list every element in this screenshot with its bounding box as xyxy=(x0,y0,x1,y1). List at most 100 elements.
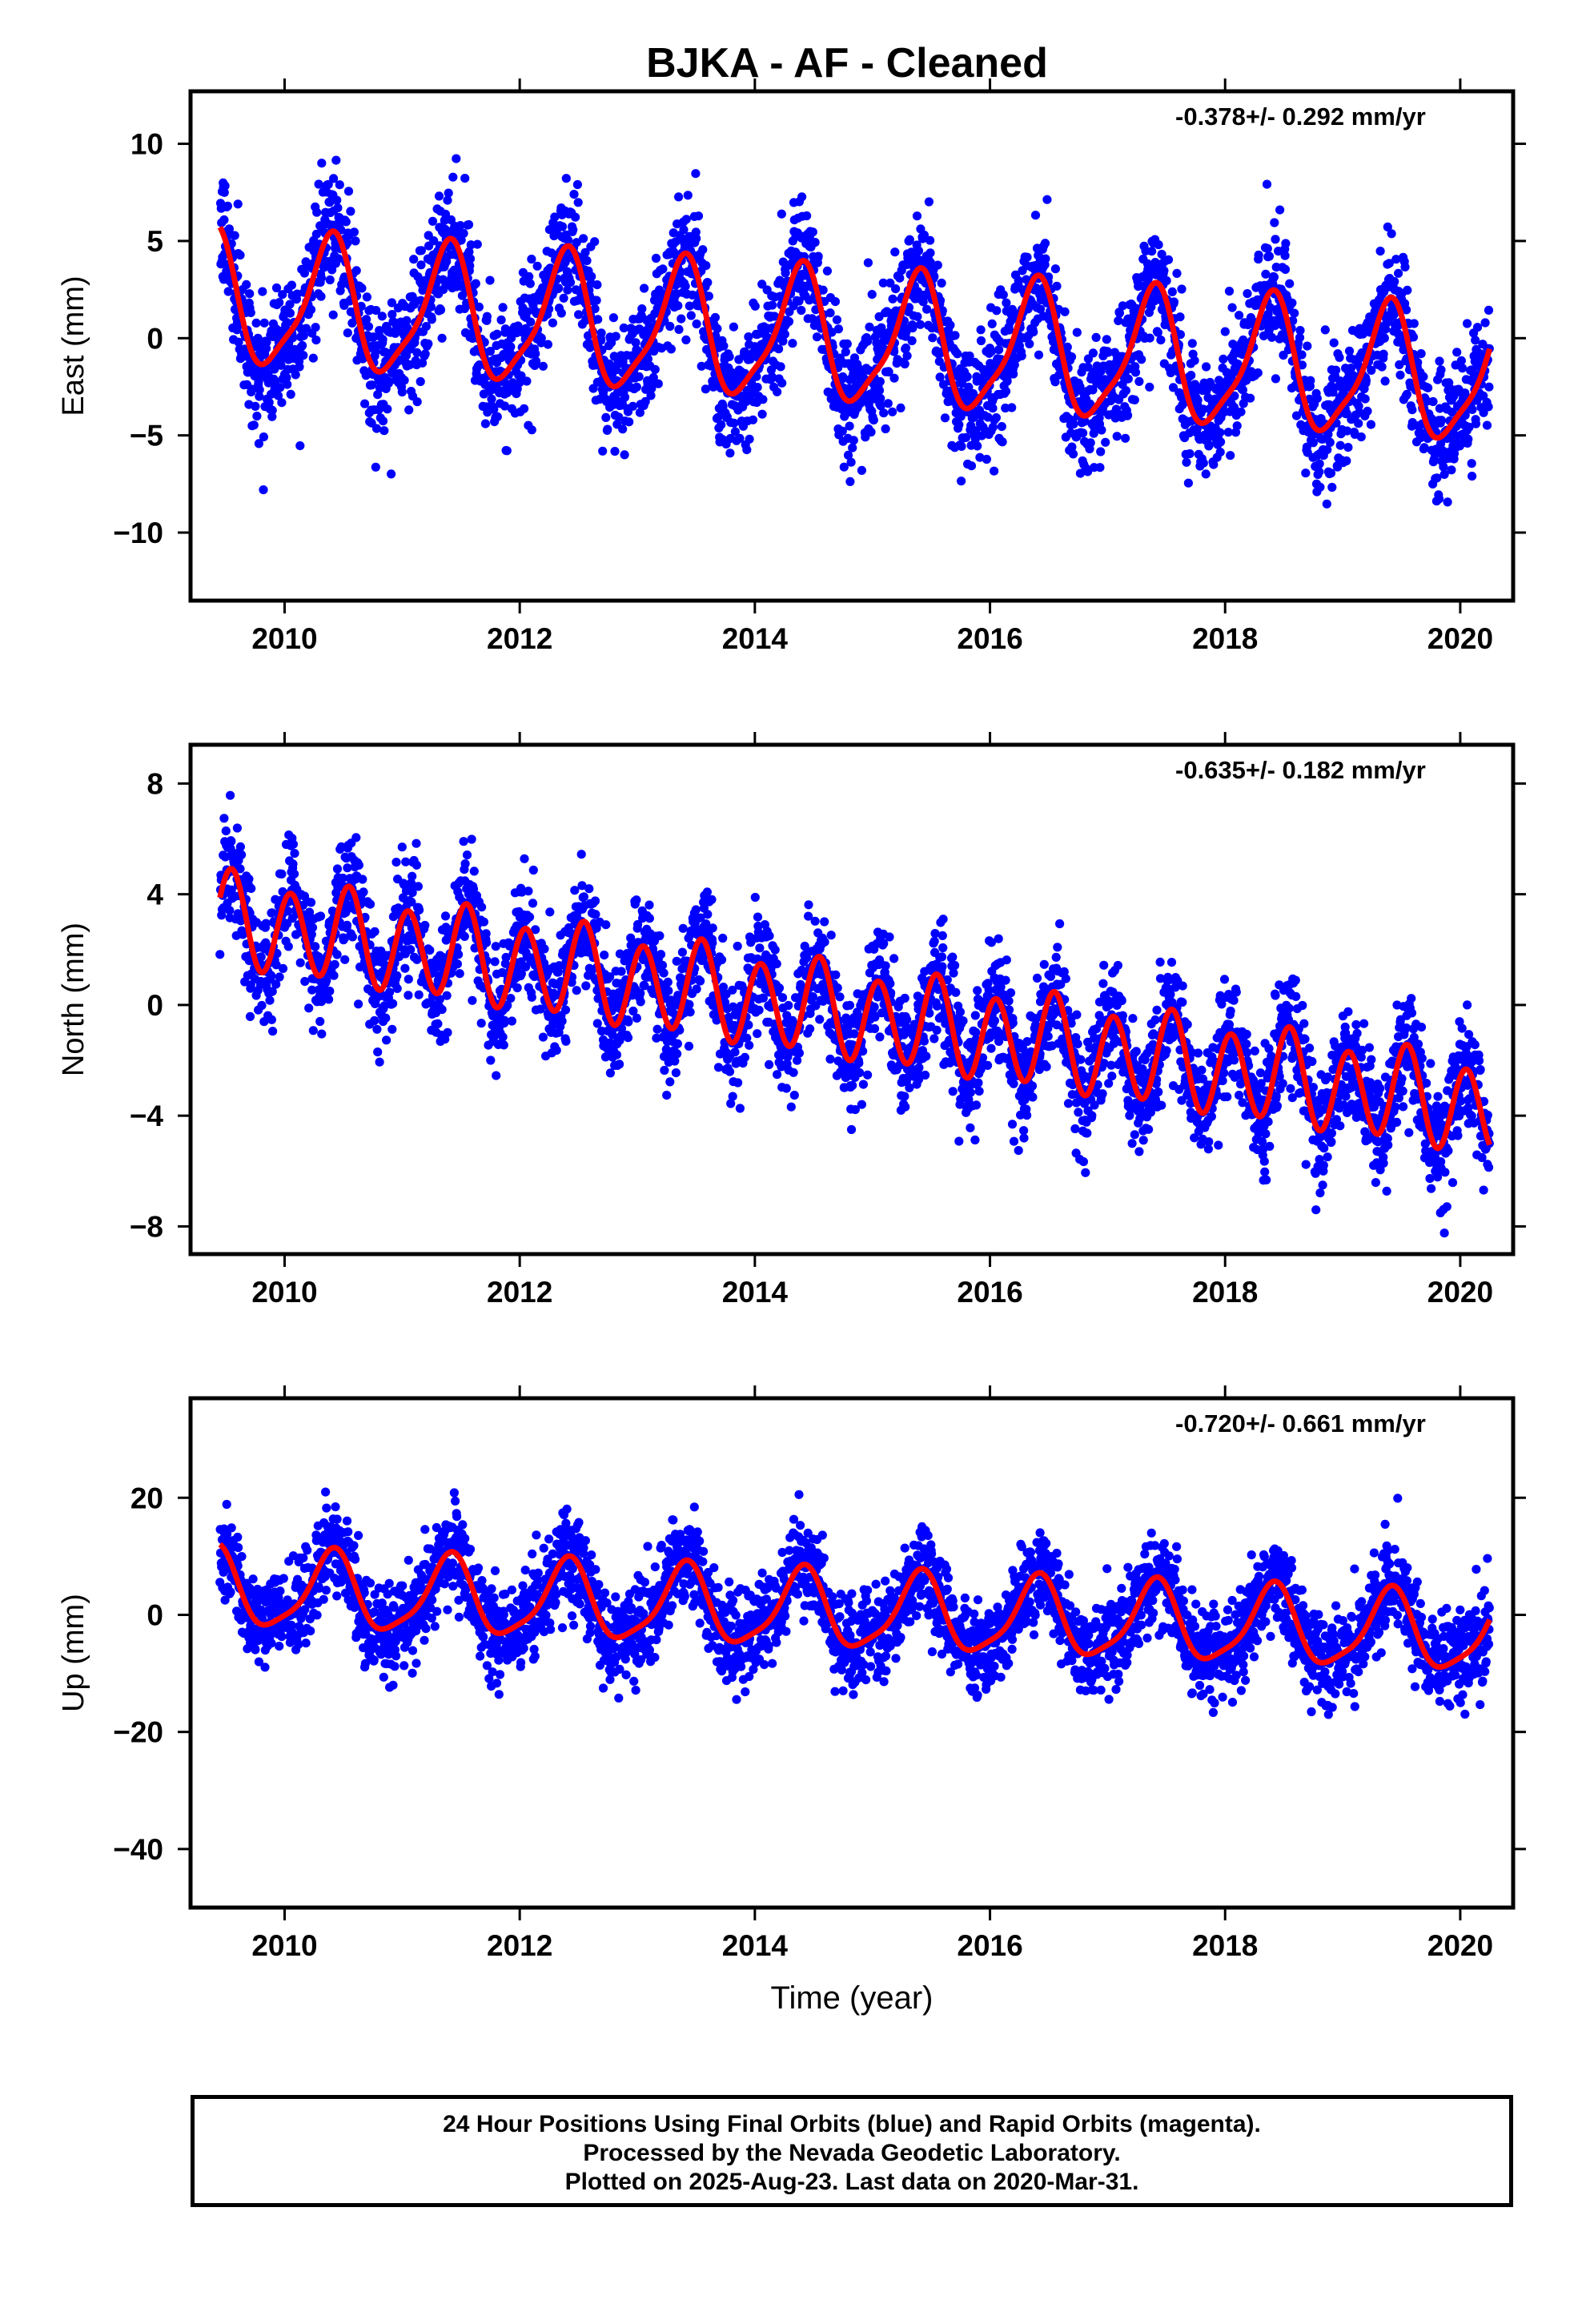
data-point xyxy=(1060,307,1070,316)
data-point xyxy=(387,298,396,308)
data-point xyxy=(1167,287,1177,296)
data-point xyxy=(1464,434,1473,444)
data-point xyxy=(383,404,392,414)
data-point xyxy=(1216,437,1226,447)
data-point xyxy=(267,412,277,421)
data-point xyxy=(1114,308,1124,318)
data-point xyxy=(351,266,361,275)
data-point xyxy=(1327,482,1337,493)
data-point xyxy=(901,343,911,353)
data-point xyxy=(367,380,377,390)
data-point xyxy=(1159,266,1169,275)
data-point xyxy=(278,290,287,300)
data-point xyxy=(1177,284,1186,294)
data-point xyxy=(315,1016,325,1027)
data-point xyxy=(1199,458,1208,468)
data-point xyxy=(777,209,786,219)
data-point xyxy=(1236,407,1246,416)
data-point xyxy=(623,1033,633,1043)
data-point xyxy=(1322,499,1331,509)
data-point xyxy=(565,278,576,287)
data-point xyxy=(404,991,413,1000)
data-point xyxy=(569,190,579,199)
data-point xyxy=(1419,372,1428,381)
data-point xyxy=(937,278,946,288)
data-point xyxy=(1395,370,1405,380)
data-point xyxy=(1290,308,1299,318)
data-point xyxy=(416,376,425,387)
data-point xyxy=(1367,365,1376,375)
data-point xyxy=(1391,255,1401,264)
data-point xyxy=(704,292,714,301)
data-point xyxy=(986,347,996,356)
data-point xyxy=(1295,326,1305,336)
data-point xyxy=(843,450,853,460)
data-point xyxy=(1042,195,1052,204)
data-point xyxy=(674,324,684,334)
data-point xyxy=(325,987,335,996)
data-point xyxy=(574,310,584,320)
data-point xyxy=(1182,457,1191,467)
data-point xyxy=(962,372,972,381)
data-point xyxy=(592,280,602,290)
data-point xyxy=(930,271,939,281)
data-point xyxy=(531,356,541,366)
data-point xyxy=(306,305,316,315)
data-point xyxy=(268,1027,278,1036)
data-point xyxy=(442,256,452,267)
data-point xyxy=(379,1001,389,1011)
data-point xyxy=(480,419,491,428)
data-point xyxy=(964,382,974,392)
data-point xyxy=(381,1013,391,1023)
data-point xyxy=(1482,420,1492,430)
data-point xyxy=(1150,296,1159,306)
data-point xyxy=(1287,298,1297,308)
data-point xyxy=(378,416,388,426)
data-point xyxy=(889,373,899,383)
data-point xyxy=(1029,328,1038,337)
data-point xyxy=(620,392,630,402)
y-axis-label: East (mm) xyxy=(57,275,90,416)
data-point xyxy=(559,293,568,303)
data-point xyxy=(874,386,885,396)
data-point xyxy=(435,995,444,1004)
data-point xyxy=(312,207,322,217)
data-point xyxy=(1017,351,1026,360)
data-point xyxy=(896,403,905,412)
data-point xyxy=(861,432,870,442)
data-point xyxy=(1101,437,1110,447)
data-point xyxy=(282,318,291,328)
data-point xyxy=(869,416,878,425)
data-point xyxy=(259,318,269,328)
x-tick-label: 2010 xyxy=(251,622,317,655)
data-point xyxy=(681,215,691,224)
data-point xyxy=(778,257,788,267)
data-point xyxy=(506,994,516,1003)
data-point xyxy=(1153,328,1162,337)
data-point xyxy=(496,315,506,325)
data-point xyxy=(365,899,375,909)
data-point xyxy=(1121,386,1130,396)
data-point xyxy=(1066,352,1077,362)
data-point xyxy=(437,333,447,343)
data-point xyxy=(660,1065,669,1076)
data-point xyxy=(332,195,342,205)
data-point xyxy=(969,412,978,422)
data-point xyxy=(644,900,654,910)
data-point xyxy=(440,209,451,219)
data-point xyxy=(1402,305,1411,315)
data-point xyxy=(1163,255,1174,264)
data-point xyxy=(1467,459,1476,468)
data-point xyxy=(497,967,507,978)
data-point xyxy=(659,968,669,978)
data-point xyxy=(443,195,452,205)
data-point xyxy=(525,279,535,288)
data-point xyxy=(307,985,317,995)
data-point xyxy=(382,1035,391,1045)
data-point xyxy=(1329,338,1339,348)
x-tick-label: 2012 xyxy=(487,622,552,655)
data-point xyxy=(262,337,271,347)
data-point xyxy=(499,1040,508,1050)
data-point xyxy=(219,187,229,197)
